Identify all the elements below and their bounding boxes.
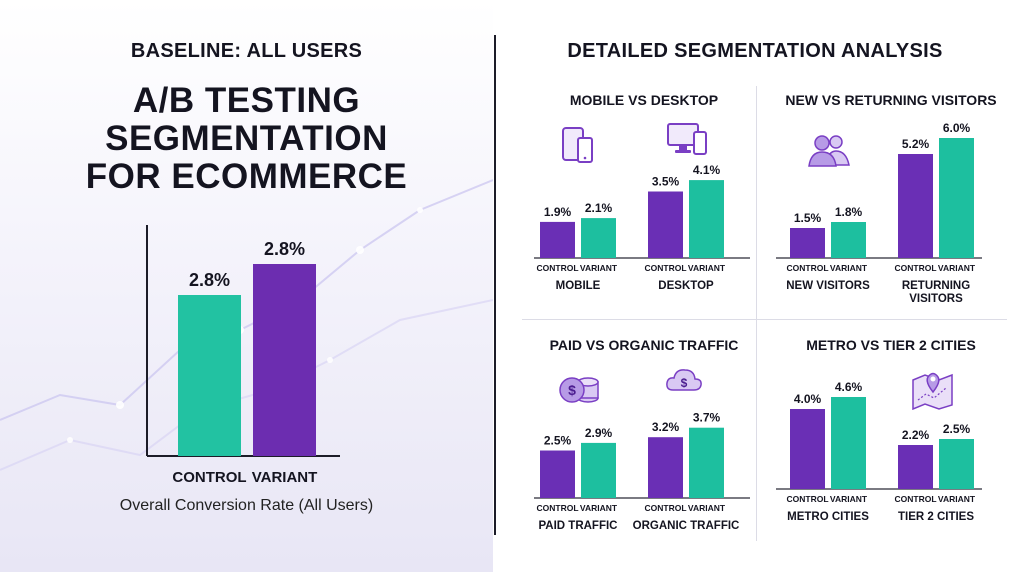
baseline-heading: BASELINE: ALL USERS: [130, 40, 363, 62]
bar-label-control: CONTROL: [894, 494, 936, 504]
value-label: 1.5%: [794, 211, 822, 225]
baseline-bar-chart: 2.8% CONTROL 2.8% VARIANT: [146, 225, 340, 486]
value-label: 3.2%: [652, 420, 680, 434]
metro-tier2-chart: 4.0% CONTROL 4.6% VARIANT METRO CITIES 2.2% CO…: [776, 380, 982, 523]
bar-variant: [831, 222, 866, 258]
value-label: 3.7%: [693, 411, 721, 425]
svg-text:$: $: [681, 376, 688, 390]
value-label: 4.1%: [693, 163, 721, 177]
bar-label-control: CONTROL: [786, 263, 828, 273]
bar-label-variant: VARIANT: [938, 494, 976, 504]
bar-control: [898, 154, 933, 258]
title-line-3: FOR ECOMMERCE: [85, 157, 408, 196]
value-label: 2.9%: [585, 426, 613, 440]
bar-label-variant: VARIANT: [938, 263, 976, 273]
group-label: NEW VISITORS: [786, 280, 870, 292]
group-label: VISITORS: [909, 293, 963, 305]
bar-label-variant: VARIANT: [580, 263, 618, 273]
svg-text:$: $: [568, 382, 576, 398]
value-label: 2.1%: [585, 201, 613, 215]
bar-control: [648, 437, 683, 498]
bar-control: [790, 228, 825, 258]
value-label: 2.5%: [943, 422, 971, 436]
value-label: 1.9%: [544, 205, 572, 219]
bar-label-variant: VARIANT: [688, 263, 726, 273]
users-icon: [808, 135, 850, 167]
panel-title-new-returning: NEW VS RETURNING VISITORS: [785, 92, 997, 108]
bar-variant: [581, 218, 616, 258]
value-label: 4.6%: [835, 380, 863, 394]
baseline-category-label-control: CONTROL: [172, 469, 246, 486]
value-label: 3.5%: [652, 175, 680, 189]
baseline-caption: Overall Conversion Rate (All Users): [119, 497, 374, 514]
panel-divider: [494, 35, 496, 535]
desktop-monitor-icon: [667, 123, 707, 155]
group-label: ORGANIC TRAFFIC: [633, 520, 740, 532]
baseline-category-label-variant: VARIANT: [252, 469, 318, 486]
title-line-2: SEGMENTATION: [105, 119, 388, 158]
bar-label-variant: VARIANT: [830, 263, 868, 273]
group-label: MOBILE: [556, 280, 601, 292]
horizontal-separator: [522, 319, 1007, 320]
value-label: 2.5%: [544, 434, 572, 448]
group-label: PAID TRAFFIC: [538, 520, 617, 532]
value-label: 5.2%: [902, 137, 930, 151]
bar-label-variant: VARIANT: [830, 494, 868, 504]
map-pin-icon: [912, 372, 953, 410]
bar-label-variant: VARIANT: [580, 503, 618, 513]
panel-title-mobile-desktop: MOBILE VS DESKTOP: [569, 92, 719, 108]
mobile-tablet-icon: [562, 127, 593, 163]
value-label: 1.8%: [835, 205, 863, 219]
bar-variant: [831, 397, 866, 489]
paid-organic-chart: 2.5% CONTROL 2.9% VARIANT PAID TRAFFIC 3.2% CO…: [534, 411, 750, 532]
bar-variant: [581, 442, 616, 498]
bar-control: [540, 221, 575, 258]
group-label: METRO CITIES: [787, 511, 869, 523]
bar-label-control: CONTROL: [786, 494, 828, 504]
baseline-bar-variant: [253, 264, 316, 456]
title-line-1: A/B TESTING: [132, 81, 361, 120]
baseline-panel: [0, 0, 493, 572]
mobile-desktop-chart: 1.9% CONTROL 2.1% VARIANT MOBILE 3.5% CONTROL 4…: [534, 163, 750, 292]
new-returning-chart: 1.5% CONTROL 1.8% VARIANT NEW VISITORS 5.2% CO…: [776, 121, 982, 305]
dollar-cloud-icon: $: [666, 369, 702, 391]
panel-title-metro-tier2: METRO VS TIER 2 CITIES: [806, 337, 976, 353]
bar-label-control: CONTROL: [536, 263, 578, 273]
baseline-value-label-variant: 2.8%: [264, 239, 305, 259]
dollar-coins-icon: $: [559, 377, 599, 403]
bar-label-control: CONTROL: [894, 263, 936, 273]
panel-title-paid-organic: PAID VS ORGANIC TRAFFIC: [549, 337, 739, 353]
bar-label-control: CONTROL: [644, 263, 686, 273]
bar-label-control: CONTROL: [644, 503, 686, 513]
bar-control: [790, 409, 825, 489]
value-label: 4.0%: [794, 392, 822, 406]
segmentation-heading: DETAILED SEGMENTATION ANALYSIS: [567, 40, 943, 62]
bar-control: [648, 191, 683, 258]
baseline-value-label-control: 2.8%: [189, 270, 230, 290]
value-label: 2.2%: [902, 428, 930, 442]
bar-variant: [939, 138, 974, 258]
bar-control: [540, 450, 575, 498]
group-label: TIER 2 CITIES: [898, 511, 974, 523]
bar-control: [898, 445, 933, 489]
vertical-separator: [756, 86, 757, 541]
page-title: A/B TESTING SEGMENTATION FOR ECOMMERCE: [0, 82, 493, 196]
baseline-bar-control: [178, 295, 241, 456]
bar-label-variant: VARIANT: [688, 503, 726, 513]
bar-variant: [689, 180, 724, 258]
group-label: DESKTOP: [658, 280, 714, 292]
bar-label-control: CONTROL: [536, 503, 578, 513]
bar-variant: [939, 439, 974, 489]
bar-variant: [689, 427, 724, 498]
group-label: RETURNING: [902, 280, 970, 292]
value-label: 6.0%: [943, 121, 971, 135]
